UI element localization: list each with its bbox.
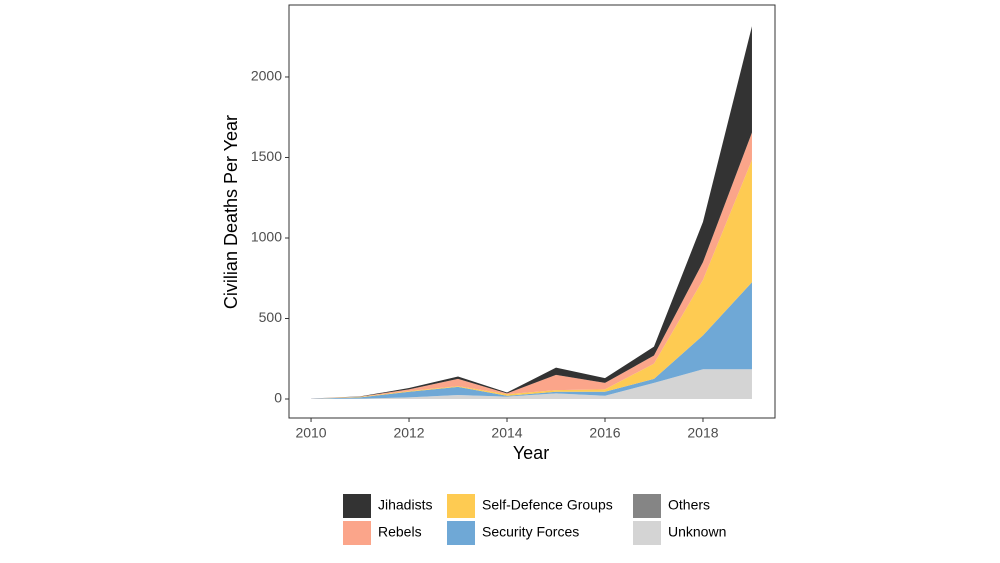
y-tick-label: 2000 xyxy=(251,68,282,84)
legend-label: Rebels xyxy=(378,524,422,540)
legend-label: Jihadists xyxy=(378,497,432,513)
legend-label: Self-Defence Groups xyxy=(482,497,613,513)
legend-key xyxy=(633,521,661,545)
legend-key xyxy=(633,494,661,518)
legend-key xyxy=(343,494,371,518)
y-tick-label: 500 xyxy=(259,309,283,325)
legend-label: Security Forces xyxy=(482,524,579,540)
y-axis-title: Civilian Deaths Per Year xyxy=(221,115,241,309)
legend-key xyxy=(343,521,371,545)
legend-key xyxy=(447,494,475,518)
legend-label: Others xyxy=(668,497,710,513)
plot-border xyxy=(288,4,776,419)
y-tick-label: 1000 xyxy=(251,229,282,245)
y-tick-label: 0 xyxy=(274,390,282,406)
legend-key xyxy=(447,521,475,545)
area xyxy=(311,369,752,400)
x-tick-label: 2014 xyxy=(491,425,522,441)
y-tick-label: 1500 xyxy=(251,148,282,164)
x-axis-title: Year xyxy=(513,443,549,463)
legend-label: Unknown xyxy=(668,524,726,540)
x-tick-label: 2016 xyxy=(589,425,620,441)
x-tick-label: 2010 xyxy=(295,425,326,441)
x-tick-label: 2018 xyxy=(687,425,718,441)
x-tick-label: 2012 xyxy=(393,425,424,441)
